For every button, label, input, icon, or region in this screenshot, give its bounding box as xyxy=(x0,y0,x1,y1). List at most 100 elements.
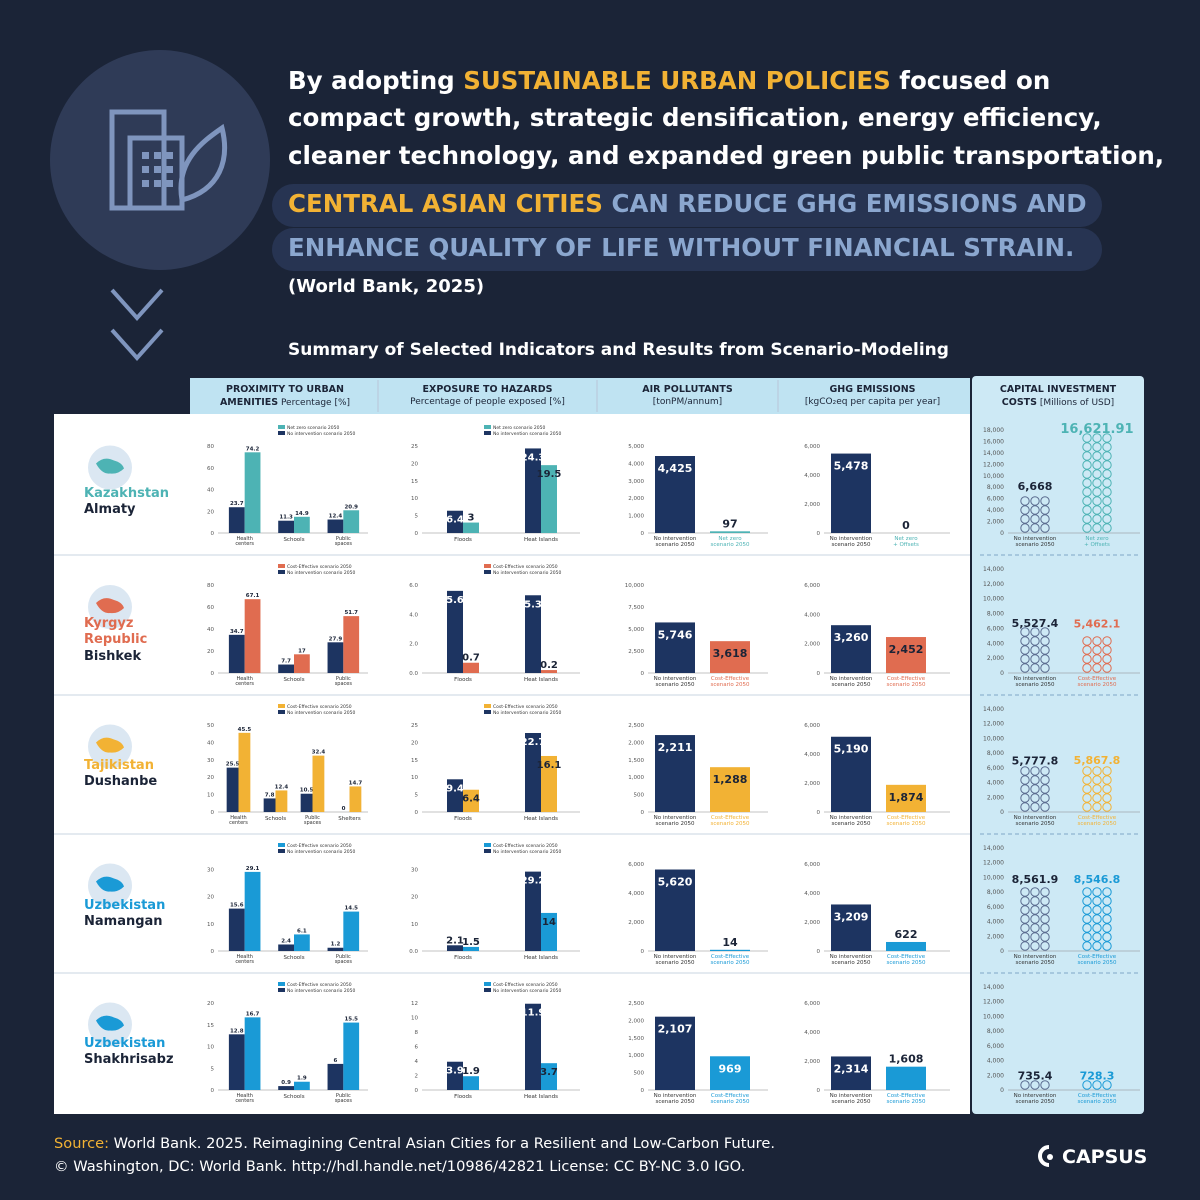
coin-icon xyxy=(1030,654,1040,664)
coin-icon xyxy=(1082,802,1092,812)
y-tick-label: 10 xyxy=(411,1016,418,1022)
bar xyxy=(244,452,261,533)
legend-swatch-scenario xyxy=(278,704,285,708)
y-tick-label: 0 xyxy=(641,1088,645,1094)
x-tick-label: scenario 2050 xyxy=(710,682,750,688)
coin-icon xyxy=(1040,523,1050,533)
coin-icon xyxy=(1102,887,1112,897)
y-tick-label: 8 xyxy=(415,1030,419,1036)
bar xyxy=(275,790,288,812)
coin-icon xyxy=(1092,905,1102,915)
coin-icon xyxy=(1020,887,1030,897)
y-tick-label: 7,500 xyxy=(628,605,644,611)
x-tick-label: No intervention xyxy=(1014,954,1057,960)
x-tick-label: centers xyxy=(235,681,254,687)
bar xyxy=(327,642,344,673)
coin-icon xyxy=(1040,627,1050,637)
coin-icon xyxy=(1030,923,1040,933)
capsus-logo-icon xyxy=(1038,1145,1053,1167)
coin-icon xyxy=(1102,932,1112,942)
x-tick-label: Schools xyxy=(283,1094,304,1100)
coin-icon xyxy=(1040,802,1050,812)
coin-icon xyxy=(1030,793,1040,803)
chart-shakhrisabz-air: 0 500 1,000 1,500 2,000 2,500 2,107 No interven… xyxy=(628,1001,768,1105)
x-tick-label: Floods xyxy=(454,1094,472,1100)
y-tick-label: 40 xyxy=(207,740,214,746)
data-label: 622 xyxy=(895,928,918,941)
bar xyxy=(263,798,276,812)
y-tick-label: 6,000 xyxy=(987,904,1004,911)
x-tick-label: scenario 2050 xyxy=(655,1099,695,1105)
y-tick-label: 0 xyxy=(211,810,215,816)
y-tick-label: 2,000 xyxy=(804,781,820,787)
x-tick-label: spaces xyxy=(335,1098,353,1104)
bar xyxy=(831,904,871,951)
bar xyxy=(343,1022,360,1090)
legend-swatch-scenario xyxy=(278,982,285,986)
data-label: 14 xyxy=(722,936,738,949)
bar xyxy=(463,662,479,673)
data-label: 16,621.91 xyxy=(1060,422,1133,437)
data-label: 45.5 xyxy=(238,727,252,733)
legend-swatch-no-intervention xyxy=(484,570,491,574)
bar xyxy=(463,946,479,951)
data-label: 2,107 xyxy=(658,1023,693,1036)
data-label: 16.1 xyxy=(537,760,562,771)
legend-label-scenario: Cost-Effective scenario 2050 xyxy=(493,982,558,988)
coin-icon xyxy=(1030,784,1040,794)
data-label: 0.7 xyxy=(462,653,480,664)
coin-icon xyxy=(1082,451,1092,461)
chart-dushanbe-air: 0 500 1,000 1,500 2,000 2,500 2,211 No interven… xyxy=(628,723,768,827)
bar xyxy=(463,1076,479,1090)
bar xyxy=(244,1017,261,1090)
x-tick-label: No intervention xyxy=(654,1093,697,1099)
y-tick-label: 0 xyxy=(1000,530,1004,537)
capsus-logo: CAPSUS xyxy=(1034,1144,1147,1170)
x-tick-label: scenario 2050 xyxy=(886,821,926,827)
y-tick-label: 10 xyxy=(207,793,214,799)
bar xyxy=(447,590,463,673)
y-tick-label: 4.0 xyxy=(409,612,418,618)
building-leaf-emblem xyxy=(50,50,270,270)
x-tick-label: scenario 2050 xyxy=(655,960,695,966)
coin-icon xyxy=(1082,793,1092,803)
x-tick-label: scenario 2050 xyxy=(710,1099,750,1105)
x-tick-label: No intervention xyxy=(1014,536,1057,542)
y-tick-label: 6,000 xyxy=(987,496,1004,503)
x-tick-label: scenario 2050 xyxy=(1077,821,1117,827)
y-tick-label: 2,500 xyxy=(628,1001,644,1007)
x-tick-label: No intervention xyxy=(830,954,873,960)
y-tick-label: 20 xyxy=(207,1001,214,1007)
bar xyxy=(886,784,926,812)
legend-label-scenario: Cost-Effective scenario 2050 xyxy=(287,704,352,710)
city-label-namangan: Uzbekistan Namangan xyxy=(84,898,166,930)
y-tick-label: 12,000 xyxy=(983,721,1004,728)
x-tick-label: Net zero xyxy=(1085,536,1109,542)
x-tick-label: Heat Islands xyxy=(524,816,558,822)
bar xyxy=(541,755,557,812)
y-tick-label: 2 xyxy=(415,1074,419,1080)
legend-label-no-intervention: No intervention scenario 2050 xyxy=(287,431,355,437)
coin-icon xyxy=(1082,469,1092,479)
y-tick-label: 12,000 xyxy=(983,581,1004,588)
col-header-capex: CAPITAL INVESTMENT COSTS [Millions of USD… xyxy=(999,384,1117,408)
x-tick-label: centers xyxy=(229,820,248,826)
coin-icon xyxy=(1092,663,1102,673)
y-tick-label: 2,000 xyxy=(804,1059,820,1065)
y-tick-label: 14,000 xyxy=(983,845,1004,852)
legend-swatch-no-intervention xyxy=(278,710,285,714)
chart-shakhrisabz-capex: 0 2,000 4,000 6,000 8,000 10,000 12,000 14,000 7… xyxy=(983,984,1140,1105)
data-label: 1,874 xyxy=(889,791,924,804)
x-tick-label: centers xyxy=(235,541,254,547)
y-tick-label: 18,000 xyxy=(983,427,1004,434)
coin-icon xyxy=(1020,914,1030,924)
data-label: 1,288 xyxy=(713,773,748,786)
coin-icon xyxy=(1102,636,1112,646)
coin-icon xyxy=(1082,905,1092,915)
y-tick-label: 20 xyxy=(411,461,418,467)
x-tick-label: scenario 2050 xyxy=(886,682,926,688)
data-label: 1.5 xyxy=(462,937,480,948)
coin-icon xyxy=(1030,1080,1040,1090)
